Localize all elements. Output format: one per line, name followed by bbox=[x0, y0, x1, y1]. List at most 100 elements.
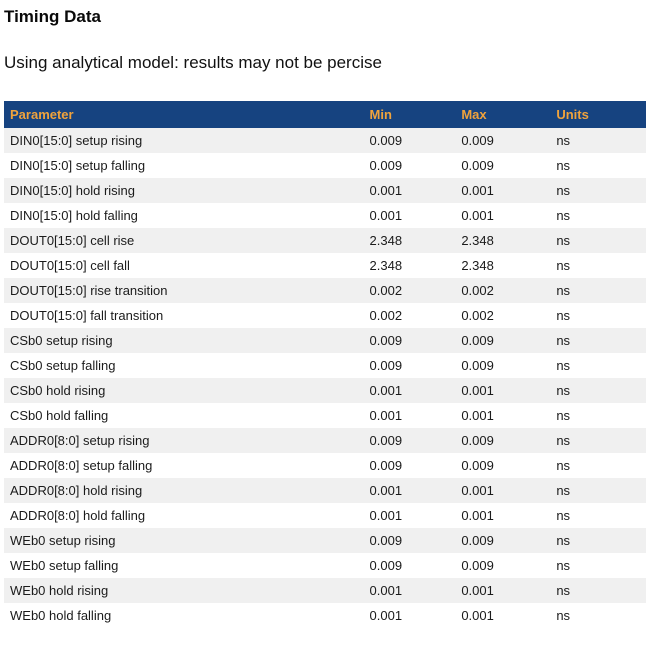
col-header-parameter: Parameter bbox=[4, 101, 364, 128]
col-header-max: Max bbox=[455, 101, 551, 128]
col-header-min: Min bbox=[363, 101, 456, 128]
cell-min: 0.009 bbox=[369, 433, 403, 448]
cell-units: ns bbox=[556, 583, 571, 598]
table-row: DOUT0[15:0] rise transition 0.002 0.002 ns bbox=[4, 278, 646, 303]
table-body: DIN0[15:0] setup rising 0.009 0.009 ns DIN0[… bbox=[4, 128, 646, 628]
cell-max: 2.348 bbox=[461, 258, 494, 273]
cell-max: 0.009 bbox=[461, 558, 494, 573]
table-row: ADDR0[8:0] hold falling 0.001 0.001 ns bbox=[4, 503, 646, 528]
cell-min: 0.001 bbox=[369, 583, 403, 598]
cell-units: ns bbox=[556, 308, 571, 323]
cell-min: 0.001 bbox=[369, 483, 403, 498]
cell-parameter: DOUT0[15:0] fall transition bbox=[10, 308, 164, 323]
cell-max: 0.001 bbox=[461, 608, 494, 623]
cell-units: ns bbox=[556, 408, 571, 423]
cell-min: 0.001 bbox=[369, 608, 403, 623]
cell-parameter: WEb0 hold rising bbox=[10, 583, 109, 598]
cell-max: 0.001 bbox=[461, 183, 494, 198]
table-row: DOUT0[15:0] fall transition 0.002 0.002 ns bbox=[4, 303, 646, 328]
page-subtitle: Using analytical model: results may not … bbox=[4, 53, 382, 72]
cell-parameter: WEb0 setup falling bbox=[10, 558, 119, 573]
cell-max: 2.348 bbox=[461, 233, 494, 248]
col-header-units: Units bbox=[550, 101, 646, 128]
cell-units: ns bbox=[556, 158, 571, 173]
cell-parameter: ADDR0[8:0] setup rising bbox=[10, 433, 150, 448]
cell-parameter: DIN0[15:0] setup falling bbox=[10, 158, 146, 173]
cell-min: 2.348 bbox=[369, 258, 403, 273]
cell-min: 0.009 bbox=[369, 133, 403, 148]
cell-min: 0.002 bbox=[369, 308, 403, 323]
cell-min: 0.001 bbox=[369, 183, 403, 198]
table-row: CSb0 setup falling 0.009 0.009 ns bbox=[4, 353, 646, 378]
table-header-row: Parameter Min Max Units bbox=[4, 101, 646, 128]
cell-min: 0.001 bbox=[369, 208, 403, 223]
cell-min: 2.348 bbox=[369, 233, 403, 248]
cell-parameter: DOUT0[15:0] cell rise bbox=[10, 233, 135, 248]
cell-max: 0.009 bbox=[461, 458, 494, 473]
page-title: Timing Data bbox=[4, 7, 101, 26]
cell-min: 0.009 bbox=[369, 158, 403, 173]
cell-max: 0.001 bbox=[461, 208, 494, 223]
table-row: ADDR0[8:0] hold rising 0.001 0.001 ns bbox=[4, 478, 646, 503]
cell-units: ns bbox=[556, 533, 571, 548]
cell-min: 0.009 bbox=[369, 458, 403, 473]
timing-table: Parameter Min Max Units DIN0[15:0] setup… bbox=[4, 101, 646, 628]
table-row: CSb0 hold falling 0.001 0.001 ns bbox=[4, 403, 646, 428]
cell-max: 0.001 bbox=[461, 408, 494, 423]
cell-parameter: ADDR0[8:0] setup falling bbox=[10, 458, 153, 473]
table-row: DOUT0[15:0] cell rise 2.348 2.348 ns bbox=[4, 228, 646, 253]
cell-max: 0.009 bbox=[461, 533, 494, 548]
cell-units: ns bbox=[556, 508, 571, 523]
cell-max: 0.009 bbox=[461, 433, 494, 448]
cell-max: 0.009 bbox=[461, 333, 494, 348]
cell-max: 0.002 bbox=[461, 308, 494, 323]
cell-parameter: DIN0[15:0] setup rising bbox=[10, 133, 143, 148]
cell-parameter: ADDR0[8:0] hold rising bbox=[10, 483, 143, 498]
cell-parameter: DIN0[15:0] hold rising bbox=[10, 183, 136, 198]
cell-units: ns bbox=[556, 608, 571, 623]
cell-units: ns bbox=[556, 458, 571, 473]
cell-min: 0.009 bbox=[369, 358, 403, 373]
cell-units: ns bbox=[556, 208, 571, 223]
cell-min: 0.001 bbox=[369, 508, 403, 523]
cell-max: 0.009 bbox=[461, 358, 494, 373]
table-row: ADDR0[8:0] setup falling 0.009 0.009 ns bbox=[4, 453, 646, 478]
cell-max: 0.002 bbox=[461, 283, 494, 298]
cell-parameter: DIN0[15:0] hold falling bbox=[10, 208, 138, 223]
cell-min: 0.001 bbox=[369, 408, 403, 423]
table-row: DIN0[15:0] hold falling 0.001 0.001 ns bbox=[4, 203, 646, 228]
cell-units: ns bbox=[556, 558, 571, 573]
cell-min: 0.009 bbox=[369, 533, 403, 548]
cell-units: ns bbox=[556, 233, 571, 248]
table-row: DIN0[15:0] hold rising 0.001 0.001 ns bbox=[4, 178, 646, 203]
cell-parameter: DOUT0[15:0] cell fall bbox=[10, 258, 130, 273]
cell-units: ns bbox=[556, 483, 571, 498]
table-row: CSb0 hold rising 0.001 0.001 ns bbox=[4, 378, 646, 403]
table-row: DIN0[15:0] setup falling 0.009 0.009 ns bbox=[4, 153, 646, 178]
cell-units: ns bbox=[556, 283, 571, 298]
cell-max: 0.001 bbox=[461, 483, 494, 498]
cell-max: 0.009 bbox=[461, 158, 494, 173]
table-row: DIN0[15:0] setup rising 0.009 0.009 ns bbox=[4, 128, 646, 153]
cell-parameter: ADDR0[8:0] hold falling bbox=[10, 508, 146, 523]
cell-parameter: DOUT0[15:0] rise transition bbox=[10, 283, 168, 298]
cell-max: 0.001 bbox=[461, 508, 494, 523]
cell-min: 0.009 bbox=[369, 333, 403, 348]
cell-max: 0.001 bbox=[461, 383, 494, 398]
cell-parameter: CSb0 hold rising bbox=[10, 383, 106, 398]
cell-min: 0.009 bbox=[369, 558, 403, 573]
table-row: WEb0 setup rising 0.009 0.009 ns bbox=[4, 528, 646, 553]
table-row: CSb0 setup rising 0.009 0.009 ns bbox=[4, 328, 646, 353]
cell-parameter: CSb0 hold falling bbox=[10, 408, 109, 423]
table-row: DOUT0[15:0] cell fall 2.348 2.348 ns bbox=[4, 253, 646, 278]
cell-min: 0.002 bbox=[369, 283, 403, 298]
table-row: WEb0 setup falling 0.009 0.009 ns bbox=[4, 553, 646, 578]
cell-max: 0.001 bbox=[461, 583, 494, 598]
table-row: WEb0 hold falling 0.001 0.001 ns bbox=[4, 603, 646, 628]
cell-units: ns bbox=[556, 383, 571, 398]
cell-parameter: WEb0 setup rising bbox=[10, 533, 116, 548]
cell-units: ns bbox=[556, 358, 571, 373]
table-row: ADDR0[8:0] setup rising 0.009 0.009 ns bbox=[4, 428, 646, 453]
cell-min: 0.001 bbox=[369, 383, 403, 398]
